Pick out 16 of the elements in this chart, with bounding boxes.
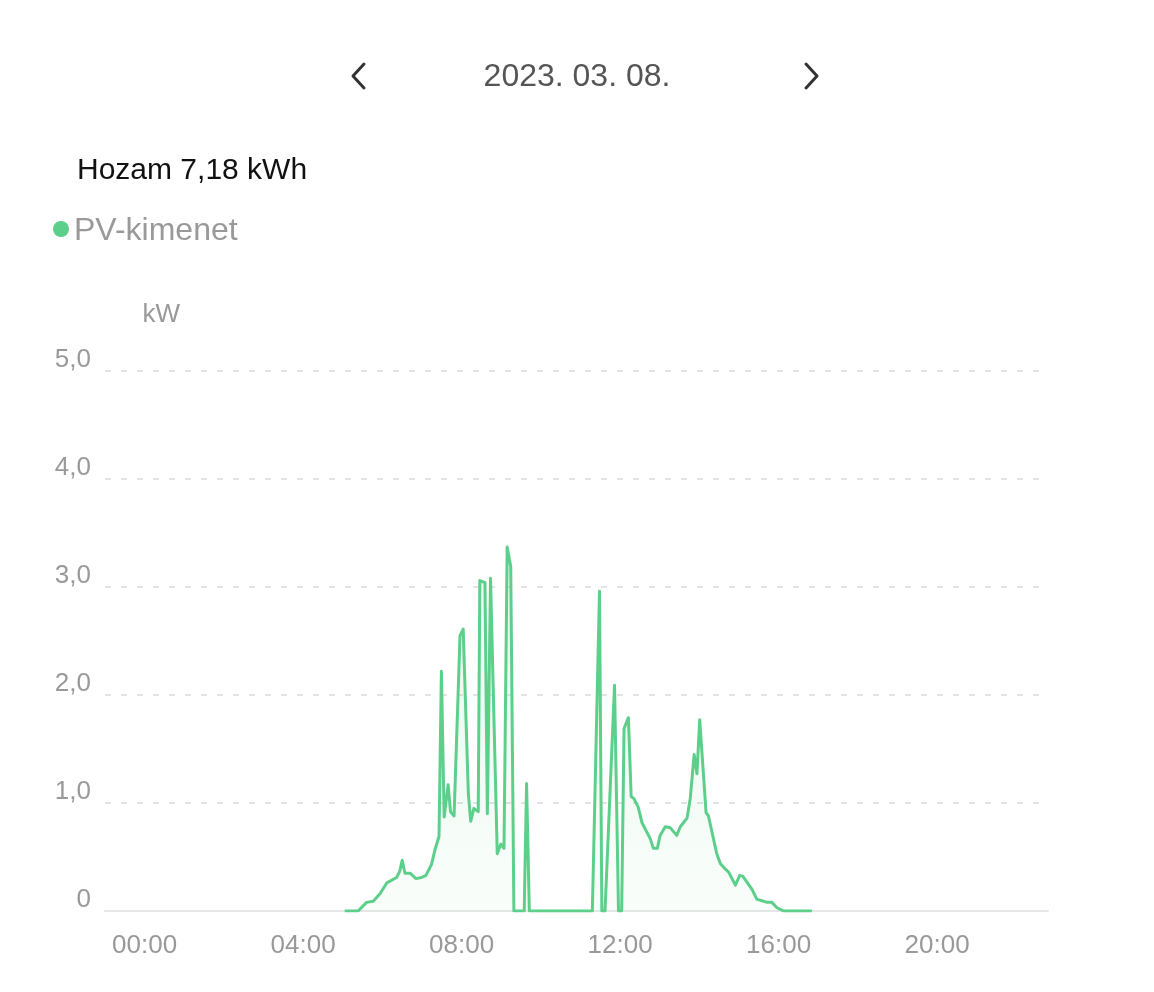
x-tick-label: 16:00 <box>746 929 812 959</box>
legend-label: PV-kimenet <box>74 211 238 247</box>
y-axis-title: kW <box>142 298 181 328</box>
x-tick-label: 00:00 <box>112 929 178 959</box>
y-tick-label: 4,0 <box>54 451 91 481</box>
x-tick-label: 04:00 <box>270 929 336 959</box>
y-tick-label: 2,0 <box>54 667 91 697</box>
x-tick-label: 12:00 <box>587 929 653 959</box>
x-tick-label: 08:00 <box>429 929 495 959</box>
y-tick-label: 0 <box>76 883 91 913</box>
y-tick-label: 3,0 <box>54 559 91 589</box>
x-tick-label: 20:00 <box>904 929 970 959</box>
chart-subtitle: Hozam 7,18 kWh <box>77 151 308 185</box>
y-tick-label: 5,0 <box>54 343 91 373</box>
chart-title: 2023. 03. 08. <box>483 57 671 93</box>
y-tick-label: 1,0 <box>54 775 91 805</box>
